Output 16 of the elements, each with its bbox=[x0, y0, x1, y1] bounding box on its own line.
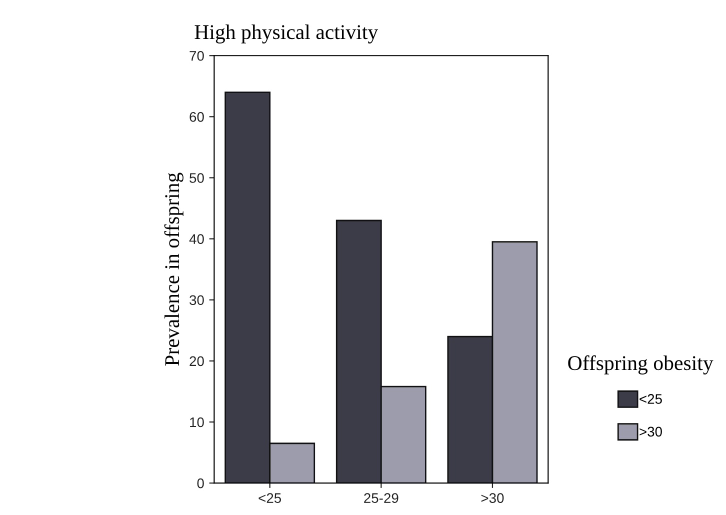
legend-label: >30 bbox=[640, 426, 662, 437]
y-axis-title: Prevalence in offspring bbox=[164, 172, 184, 366]
y-tick-label: 60 bbox=[190, 112, 204, 122]
y-tick-label: 50 bbox=[190, 173, 204, 183]
y-tick-label: 0 bbox=[197, 478, 204, 488]
y-tick-label: 20 bbox=[190, 356, 204, 366]
x-tick-label: 25-29 bbox=[364, 493, 398, 503]
y-tick-label: 40 bbox=[189, 234, 204, 244]
y-tick-label: 10 bbox=[190, 417, 204, 428]
legend-label: <25 bbox=[640, 394, 662, 404]
legend-title: Offspring obesity bbox=[568, 355, 714, 374]
x-tick-label: <25 bbox=[258, 493, 282, 503]
chart-title: High physical activity bbox=[194, 24, 378, 44]
x-tick-label: >30 bbox=[481, 493, 504, 503]
y-tick-label: 30 bbox=[190, 295, 204, 306]
y-tick-label: 70 bbox=[190, 50, 204, 61]
